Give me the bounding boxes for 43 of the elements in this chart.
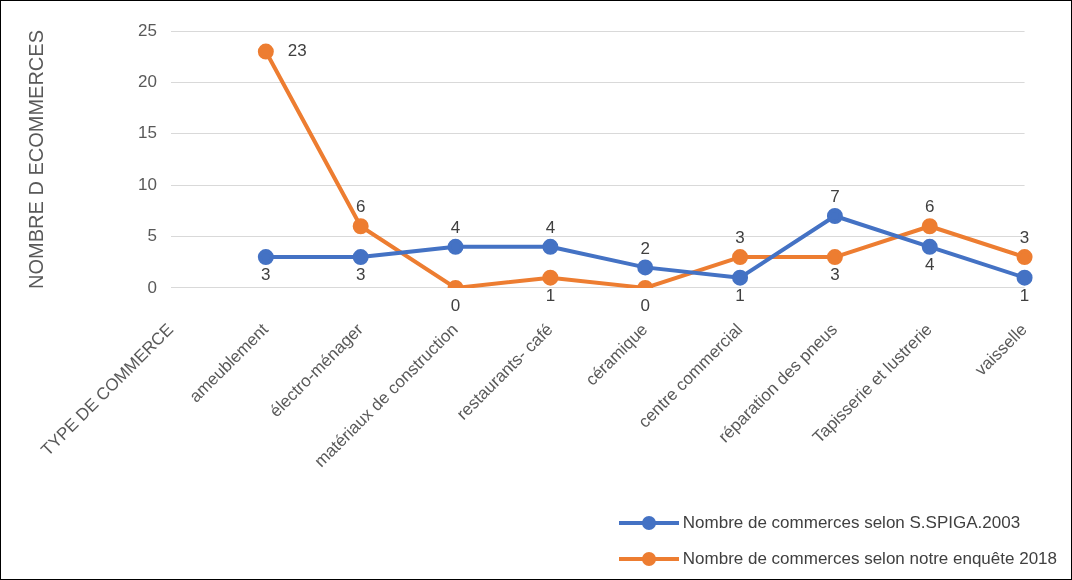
point: [542, 269, 559, 286]
data-label: 1: [545, 285, 556, 305]
legend-label: Nombre de commerces selon notre enquête 2018: [682, 549, 1057, 569]
point: [352, 249, 369, 266]
data-label: 0: [450, 296, 461, 316]
y-tick-label: 0: [147, 277, 157, 297]
point: [921, 218, 938, 235]
point: [1016, 269, 1033, 286]
point: [257, 43, 274, 60]
data-label: 1: [1019, 285, 1030, 305]
data-label: 4: [450, 218, 461, 238]
point: [637, 259, 654, 276]
y-axis-title: NOMBRE D ECOMMERCES: [24, 30, 47, 289]
point: [352, 218, 369, 235]
data-label: 6: [355, 197, 366, 217]
point: [732, 269, 749, 286]
y-tick-label: 20: [138, 72, 157, 92]
y-tick-label: 15: [138, 123, 157, 143]
data-label: 3: [1019, 228, 1030, 248]
point: [826, 249, 843, 266]
point: [732, 249, 749, 266]
y-tick-label: 25: [138, 20, 157, 40]
data-label: 6: [925, 197, 935, 217]
data-label: 1: [735, 285, 745, 305]
data-label: 7: [830, 187, 840, 207]
y-tick-label: 10: [138, 174, 157, 194]
point: [1016, 249, 1033, 266]
data-label: 4: [925, 255, 935, 275]
point: [257, 249, 274, 266]
point: [447, 238, 464, 255]
data-label: 3: [735, 228, 745, 248]
data-label: 3: [830, 265, 840, 285]
point: [921, 238, 938, 255]
y-tick-label: 5: [147, 226, 157, 246]
data-label: 3: [355, 265, 366, 285]
data-label: 23: [287, 41, 307, 61]
point: [826, 207, 843, 224]
data-label: 0: [640, 296, 650, 316]
data-label: 2: [640, 238, 650, 258]
legend-label: Nombre de commerces selon S.SPIGA.2003: [682, 513, 1021, 533]
point: [542, 238, 559, 255]
data-label: 3: [261, 265, 271, 285]
data-label: 4: [545, 218, 556, 238]
